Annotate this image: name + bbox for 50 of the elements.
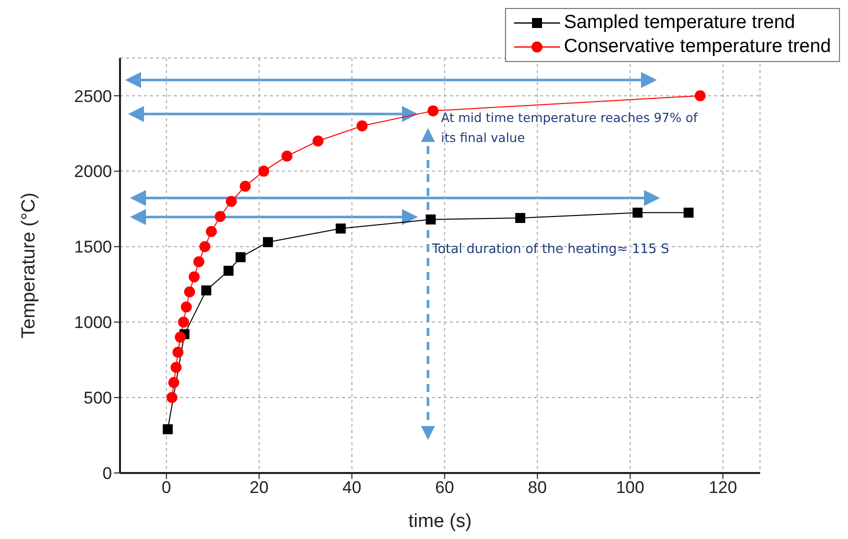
y-tick-label: 2500 [74, 86, 112, 106]
y-axis-title: Temperature (°C) [18, 192, 40, 338]
y-tick-label: 2000 [74, 162, 112, 182]
point [188, 271, 200, 282]
point [428, 105, 439, 116]
point [174, 332, 186, 343]
point [180, 302, 192, 312]
point [184, 286, 196, 298]
x-tick-label: 80 [528, 478, 547, 498]
point [166, 392, 178, 404]
annotation: At mid time temperature reaches 97% of its final value [441, 109, 699, 147]
point [684, 208, 694, 218]
point [214, 210, 226, 222]
point [178, 316, 190, 328]
point [201, 285, 212, 296]
y-tick-label: 0 [102, 464, 112, 484]
point [632, 208, 643, 218]
point [170, 362, 182, 373]
point [240, 180, 251, 192]
legend-label: Conservative temperature trend [564, 35, 831, 59]
point [262, 237, 273, 248]
point [336, 224, 346, 234]
point [694, 90, 706, 102]
legend-label: Sampled temperature trend [564, 11, 796, 35]
point [206, 226, 217, 238]
annotation: Total duration of the heating≈ 115 S [432, 242, 670, 257]
x-axis-title: time (s) [408, 511, 472, 532]
point [258, 166, 270, 177]
point [515, 212, 526, 223]
y-tick-label: 1000 [74, 313, 112, 332]
point [193, 256, 204, 268]
x-tick-label: 120 [708, 478, 738, 498]
point [426, 214, 436, 224]
y-tick-label: 1500 [74, 238, 112, 257]
y-tick-label: 500 [84, 388, 112, 408]
x-tick-label: 20 [250, 478, 269, 498]
point [236, 252, 246, 262]
point [312, 136, 324, 146]
point [162, 424, 173, 434]
x-tick-label: 0 [162, 478, 172, 498]
point [356, 120, 368, 132]
point [172, 346, 184, 358]
point [168, 376, 180, 388]
point [226, 196, 237, 207]
x-tick-label: 60 [435, 478, 454, 498]
x-tick-label: 100 [616, 478, 644, 498]
point [199, 241, 210, 252]
point [281, 150, 292, 162]
x-tick-label: 40 [342, 478, 362, 498]
point [224, 266, 234, 276]
